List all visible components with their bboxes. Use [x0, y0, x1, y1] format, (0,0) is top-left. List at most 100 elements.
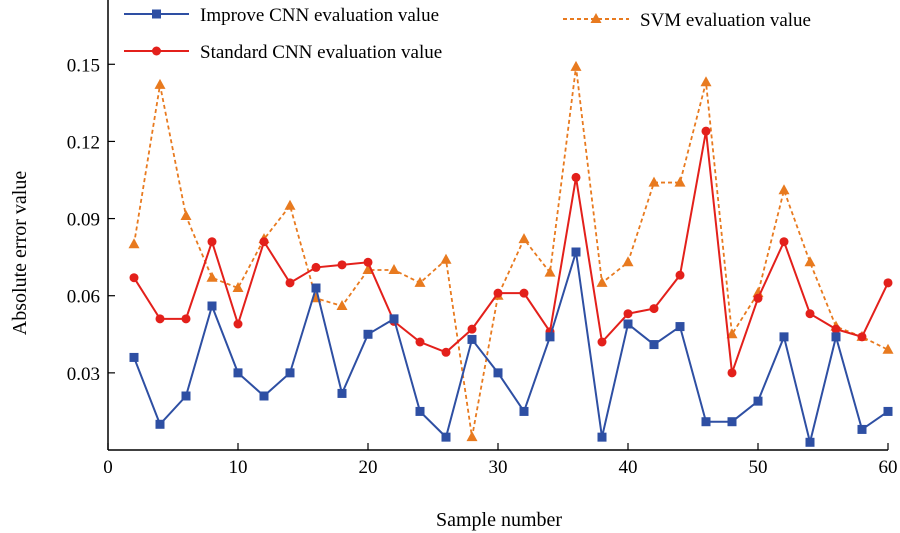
- data-point: [129, 352, 139, 362]
- legend-item: Improve CNN evaluation value: [124, 5, 439, 26]
- data-point: [726, 328, 738, 339]
- data-point: [597, 337, 607, 347]
- data-point: [233, 368, 243, 378]
- x-tick-label: 60: [879, 457, 898, 478]
- data-point: [207, 237, 217, 247]
- data-point: [207, 301, 217, 311]
- data-point: [596, 276, 608, 287]
- series-circle: [129, 126, 893, 378]
- data-point: [155, 419, 165, 429]
- data-point: [649, 304, 659, 314]
- data-point: [805, 437, 815, 447]
- data-point: [285, 368, 295, 378]
- data-point: [649, 340, 659, 350]
- data-point: [441, 347, 451, 357]
- data-point: [753, 396, 763, 406]
- data-point: [466, 431, 478, 442]
- data-point: [519, 406, 529, 416]
- data-point: [129, 273, 139, 283]
- legend-marker: [152, 46, 161, 56]
- data-point: [700, 76, 712, 87]
- data-point: [778, 184, 790, 195]
- data-point: [155, 314, 165, 324]
- data-point: [232, 282, 244, 292]
- data-point: [597, 432, 607, 442]
- data-point: [337, 388, 347, 398]
- legend-marker: [152, 9, 161, 19]
- y-tick-label: 0.06: [67, 287, 100, 308]
- legend-marker: [590, 13, 602, 23]
- data-point: [388, 264, 400, 274]
- x-tick-label: 50: [749, 457, 768, 478]
- x-axis-label: Sample number: [436, 509, 562, 531]
- data-point: [337, 260, 347, 270]
- data-point: [467, 334, 477, 344]
- legend-item: Standard CNN evaluation value: [124, 42, 442, 63]
- data-point: [831, 324, 841, 334]
- series-layer: [128, 60, 894, 447]
- data-point: [154, 78, 166, 89]
- series-line: [133, 66, 889, 438]
- data-point: [570, 60, 582, 71]
- data-point: [181, 314, 191, 324]
- data-point: [493, 288, 503, 298]
- y-axis-label: Absolute error value: [9, 171, 31, 336]
- data-point: [336, 300, 348, 310]
- data-point: [882, 343, 894, 354]
- data-point: [259, 237, 269, 247]
- data-point: [571, 172, 581, 182]
- data-point: [674, 176, 686, 187]
- data-point: [831, 332, 841, 342]
- data-point: [701, 417, 711, 427]
- data-point: [518, 233, 530, 244]
- data-point: [519, 288, 529, 298]
- data-point: [311, 283, 321, 293]
- data-point: [180, 210, 192, 220]
- legend-label: Standard CNN evaluation value: [200, 42, 442, 63]
- data-point: [675, 322, 685, 332]
- data-point: [753, 293, 763, 303]
- y-tick-label: 0.03: [67, 364, 100, 385]
- data-point: [857, 332, 867, 342]
- data-point: [363, 329, 373, 339]
- data-point: [857, 424, 867, 434]
- series-line: [133, 251, 889, 443]
- data-point: [415, 337, 425, 347]
- data-point: [571, 247, 581, 257]
- data-point: [779, 237, 789, 247]
- data-point: [883, 278, 893, 288]
- y-tick-label: 0.15: [67, 55, 100, 76]
- data-point: [804, 256, 816, 267]
- data-point: [128, 238, 140, 249]
- legend: Improve CNN evaluation value Standard CNN…: [124, 5, 811, 63]
- x-tick-label: 10: [229, 457, 248, 478]
- data-point: [623, 309, 633, 319]
- x-tick-label: 30: [489, 457, 508, 478]
- data-point: [440, 253, 452, 264]
- data-point: [622, 256, 634, 267]
- data-point: [284, 199, 296, 210]
- series-square: [129, 247, 893, 447]
- data-point: [206, 271, 218, 282]
- data-point: [467, 324, 477, 334]
- data-point: [363, 257, 373, 267]
- data-point: [285, 278, 295, 288]
- data-point: [415, 406, 425, 416]
- data-point: [675, 270, 685, 280]
- series-line: [133, 130, 889, 374]
- data-point: [389, 314, 399, 324]
- data-point: [259, 391, 269, 401]
- x-tick-label: 40: [619, 457, 638, 478]
- data-point: [441, 432, 451, 442]
- legend-label: SVM evaluation value: [640, 10, 811, 31]
- data-point: [493, 368, 503, 378]
- data-point: [701, 126, 711, 136]
- data-point: [623, 319, 633, 329]
- data-point: [544, 266, 556, 277]
- x-tick-label: 20: [359, 457, 378, 478]
- data-point: [648, 176, 660, 187]
- data-point: [727, 417, 737, 427]
- y-tick-label: 0.12: [67, 132, 100, 153]
- legend-item: SVM evaluation value: [563, 10, 811, 31]
